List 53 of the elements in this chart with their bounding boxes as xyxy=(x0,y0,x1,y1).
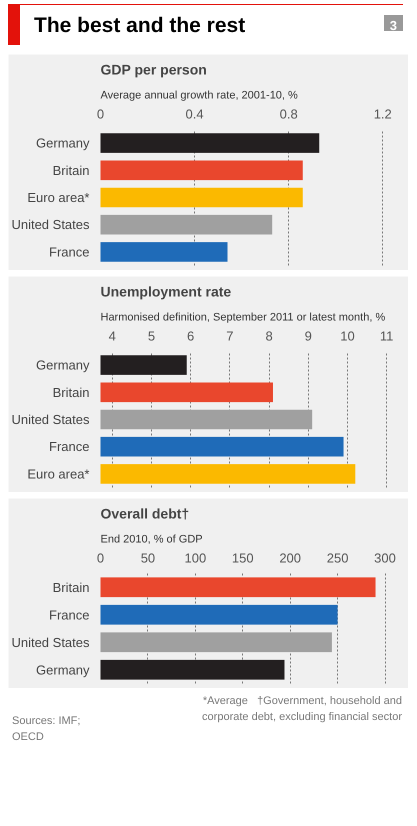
x-tick-label: 0 xyxy=(96,106,104,122)
chart-subtitle: Harmonised definition, September 2011 or latest month, % xyxy=(100,312,386,324)
x-tick-label: 0.4 xyxy=(186,106,204,122)
x-tick-label: 0 xyxy=(96,550,104,566)
text: *Average †Government, household and xyxy=(202,695,402,707)
x-tick-label: 8 xyxy=(265,328,273,344)
chart-title: Overall debt† xyxy=(100,506,190,522)
text: corporate debt, excluding financial sector xyxy=(202,710,402,723)
bar xyxy=(100,133,320,153)
x-tick-label: 200 xyxy=(279,550,302,566)
x-tick-label: 4 xyxy=(108,328,116,344)
chart-title: Unemployment rate xyxy=(100,284,232,300)
x-tick-label: 6 xyxy=(187,328,194,344)
bar xyxy=(100,660,284,680)
bar xyxy=(100,160,303,180)
bar xyxy=(100,214,272,234)
y-tick-label: Britain xyxy=(52,384,90,400)
x-tick-label: 0.8 xyxy=(280,106,298,122)
x-tick-label: 9 xyxy=(304,328,312,344)
x-tick-label: 10 xyxy=(340,328,355,344)
y-tick-label: Germany xyxy=(36,136,90,151)
x-tick-label: 5 xyxy=(148,328,156,344)
source-note: Sources: IMF; OECD xyxy=(12,714,82,745)
y-tick-label: Britain xyxy=(52,580,90,595)
y-tick-label: Britain xyxy=(52,162,90,178)
x-tick-label: 11 xyxy=(380,328,394,344)
y-tick-label: United States xyxy=(11,634,90,650)
x-tick-label: 50 xyxy=(140,550,156,566)
x-tick-label: 150 xyxy=(232,550,254,566)
y-tick-label: France xyxy=(49,244,90,260)
y-tick-label: Euro area* xyxy=(27,466,90,482)
chart-subtitle: End 2010, % of GDP xyxy=(100,534,203,546)
bar xyxy=(100,604,338,625)
bar xyxy=(100,188,303,208)
text: The best and the rest xyxy=(8,5,246,45)
x-tick-label: 100 xyxy=(184,550,206,566)
x-tick-label: 300 xyxy=(374,550,396,566)
x-tick-label: 250 xyxy=(326,550,348,566)
y-tick-label: Euro area* xyxy=(27,190,90,205)
bar xyxy=(100,577,376,598)
y-tick-label: France xyxy=(49,607,90,622)
y-tick-label: Germany xyxy=(36,662,90,678)
chart-subtitle: Average annual growth rate, 2001-10, % xyxy=(100,90,298,102)
bar xyxy=(100,242,228,262)
bar xyxy=(100,632,332,652)
x-tick-label: 7 xyxy=(226,328,234,344)
text: 3 xyxy=(384,15,403,33)
y-tick-label: Germany xyxy=(36,358,90,373)
y-tick-label: United States xyxy=(11,412,90,427)
chart-title: GDP per person xyxy=(100,62,207,78)
y-tick-label: United States xyxy=(11,217,90,232)
y-tick-label: France xyxy=(49,439,90,454)
x-tick-label: 1.2 xyxy=(374,106,392,122)
